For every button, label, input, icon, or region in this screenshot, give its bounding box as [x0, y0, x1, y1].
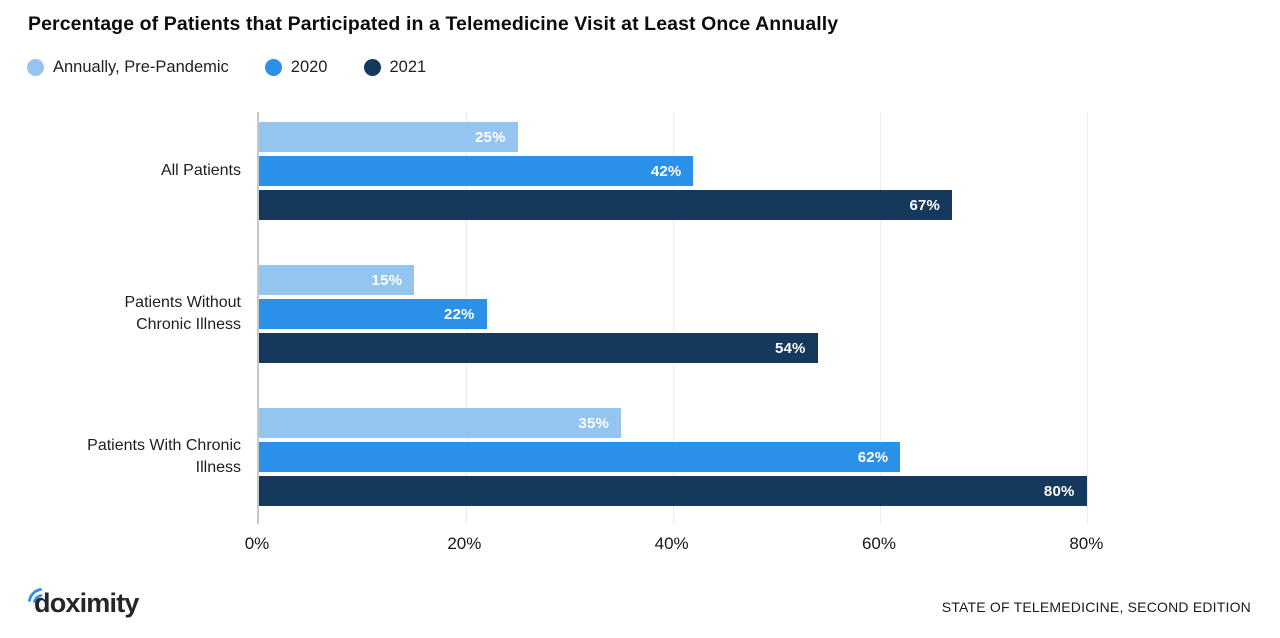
category-label: Patients Without Chronic Illness [124, 294, 242, 333]
bar-group-all-patients: All Patients 25% 42% 67% [161, 122, 1190, 220]
legend-swatch-icon [363, 59, 381, 76]
bar-value-label: 54% [774, 339, 806, 357]
bar-2020: 42% [259, 156, 694, 186]
legend-swatch-icon [27, 59, 44, 76]
bar-value-label: 15% [371, 271, 403, 289]
bar-annually-pre-pandemic: 35% [259, 408, 622, 438]
bar-annually-pre-pandemic: 15% [259, 265, 415, 295]
legend-swatch-icon [264, 59, 282, 76]
signal-arcs-icon [28, 588, 43, 603]
source-label: STATE OF TELEMEDICINE, SECOND EDITION [941, 599, 1251, 615]
bar-2020: 22% [259, 299, 487, 329]
bar-2021: 80% [259, 476, 1087, 506]
chart-title: Percentage of Patients that Participated… [28, 13, 839, 35]
doximity-logo: doximity [27, 586, 177, 626]
bar-value-label: 62% [857, 448, 889, 466]
grid-line-60 [879, 112, 881, 524]
legend-item-annually-pre-pandemic: Annually, Pre-Pandemic [27, 58, 229, 77]
category-label: Patients With Chronic Illness [87, 437, 241, 476]
bar-value-label: 35% [578, 414, 610, 432]
x-tick-label: 20% [447, 534, 482, 553]
bar-groups: All Patients 25% 42% 67% Patients Without Ch… [87, 122, 1190, 506]
bar-value-label: 25% [474, 128, 506, 146]
category-label: All Patients [160, 162, 241, 179]
legend-label: Annually, Pre-Pandemic [53, 58, 229, 76]
bar-group-patients-without-chronic-illness: Patients Without Chronic Illness 15% 22% 54… [125, 265, 1190, 363]
bar-value-label: 67% [909, 196, 941, 214]
x-tick-label: 40% [654, 534, 689, 553]
bar-annually-pre-pandemic: 25% [259, 122, 518, 152]
grid-line-80 [1086, 112, 1088, 524]
bar-2021: 54% [259, 333, 818, 363]
bar-group-patients-with-chronic-illness: Patients With Chronic Illness 35% 62% 80% [87, 408, 1190, 506]
bar-value-label: 42% [650, 162, 682, 180]
legend-item-2020: 2020 [264, 58, 328, 77]
grid-line-40 [672, 112, 674, 524]
logo-text: doximity [34, 588, 139, 618]
bar-value-label: 80% [1043, 482, 1075, 500]
bar-2021: 67% [259, 190, 953, 220]
legend-label: 2021 [389, 58, 427, 76]
bar-value-label: 22% [443, 305, 475, 323]
x-tick-label: 60% [861, 534, 896, 553]
bar-2020: 62% [259, 442, 901, 472]
legend-item-2021: 2021 [363, 58, 427, 77]
x-tick-label: 0% [244, 534, 270, 553]
chart-legend: Annually, Pre-Pandemic 2020 2021 [27, 58, 426, 77]
legend-label: 2020 [290, 58, 328, 76]
plot-area: All Patients 25% 42% 67% Patients Without Ch… [87, 112, 1190, 524]
x-tick-label: 80% [1069, 534, 1104, 553]
x-axis-ticks: 0% 20% 40% 60% 80% [245, 534, 1190, 556]
